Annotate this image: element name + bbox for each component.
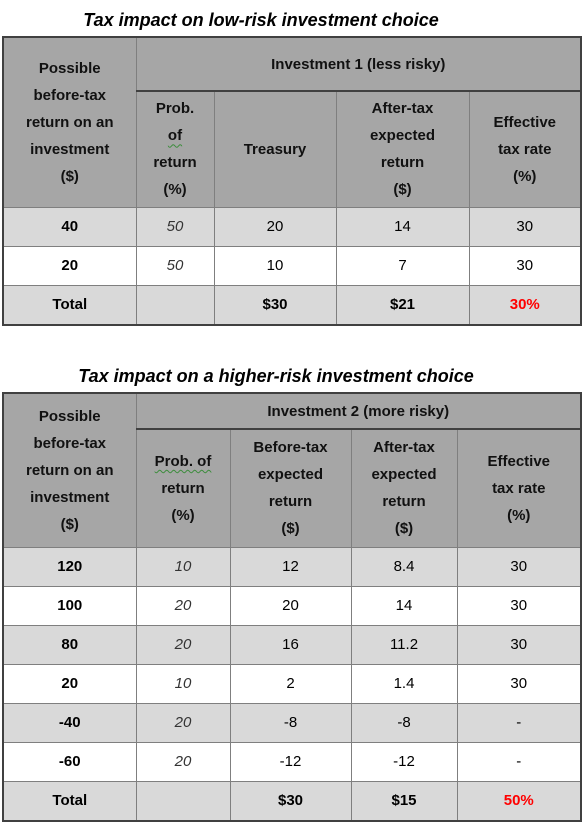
return-cell: 40 xyxy=(2,206,137,247)
return-cell: 80 xyxy=(2,624,137,665)
header-after-tax-return: After-tax expected return ($) xyxy=(350,428,458,548)
header-effective-tax-rate: Effective tax rate (%) xyxy=(468,90,582,208)
after-tax-cell: -8 xyxy=(350,702,458,743)
table-row: 20 50 10 7 30 xyxy=(2,245,582,286)
total-effective-rate: 30% xyxy=(468,284,582,325)
treasury-cell: 10 xyxy=(213,245,337,286)
header-before-tax-expected-return: Before-tax expected return ($) xyxy=(229,428,352,548)
before-tax-cell: 2 xyxy=(229,663,352,704)
total-prob xyxy=(135,284,215,325)
return-cell: 100 xyxy=(2,585,137,626)
before-tax-cell: -12 xyxy=(229,741,352,782)
rate-cell: - xyxy=(456,702,582,743)
header-prob-of-return: Prob. of return (%) xyxy=(135,90,215,208)
prob-cell: 10 xyxy=(135,663,231,704)
header-investment-2: Investment 2 (more risky) xyxy=(135,392,582,430)
table1-title: Tax impact on low-risk investment choice xyxy=(83,10,439,30)
prob-cell: 20 xyxy=(135,741,231,782)
table2-title: Tax impact on a higher-risk investment c… xyxy=(78,366,474,386)
before-tax-cell: 20 xyxy=(229,585,352,626)
table-row: 80 20 16 11.2 30 xyxy=(2,624,582,665)
total-label: Total xyxy=(2,780,137,821)
table-row: -40 20 -8 -8- xyxy=(2,702,582,743)
prob-cell: 50 xyxy=(135,206,215,247)
prob-cell: 20 xyxy=(135,624,231,665)
higher-risk-table: Possible before-tax return on an investm… xyxy=(2,392,582,822)
rate-cell: 30 xyxy=(456,663,582,704)
header-before-tax-return: Possible before-tax return on an investm… xyxy=(2,392,137,548)
header-after-tax-return: After-tax expected return ($) xyxy=(335,90,470,208)
total-label: Total xyxy=(2,284,137,325)
after-tax-cell: 14 xyxy=(350,585,458,626)
return-cell: -40 xyxy=(2,702,137,743)
after-tax-cell: 8.4 xyxy=(350,546,458,587)
low-risk-table: Possible before-tax return on an investm… xyxy=(2,36,582,326)
total-prob xyxy=(135,780,231,821)
table-row: 120 10 12 8.4 30 xyxy=(2,546,582,587)
table-row: 40 50 20 14 30 xyxy=(2,206,582,247)
rate-cell: 30 xyxy=(468,245,582,286)
rate-cell: 30 xyxy=(456,546,582,587)
total-before-tax: $30 xyxy=(229,780,352,821)
after-tax-cell: 1.4 xyxy=(350,663,458,704)
table-row: -60 20 -12 -12- xyxy=(2,741,582,782)
before-tax-cell: -8 xyxy=(229,702,352,743)
after-tax-cell: -12 xyxy=(350,741,458,782)
after-tax-cell: 7 xyxy=(335,245,470,286)
total-row: Total $30 $21 30% xyxy=(2,284,582,325)
prob-cell: 50 xyxy=(135,245,215,286)
total-row: Total $30 $15 50% xyxy=(2,780,582,821)
before-tax-cell: 16 xyxy=(229,624,352,665)
before-tax-cell: 12 xyxy=(229,546,352,587)
header-treasury: Treasury xyxy=(213,90,337,208)
prob-cell: 20 xyxy=(135,585,231,626)
total-after-tax: $15 xyxy=(350,780,458,821)
return-cell: 20 xyxy=(2,663,137,704)
rate-cell: 30 xyxy=(468,206,582,247)
return-cell: 20 xyxy=(2,245,137,286)
header-before-tax-return: Possible before-tax return on an investm… xyxy=(2,36,137,208)
treasury-cell: 20 xyxy=(213,206,337,247)
prob-cell: 10 xyxy=(135,546,231,587)
prob-cell: 20 xyxy=(135,702,231,743)
table-row: 20 10 2 1.4 30 xyxy=(2,663,582,704)
return-cell: -60 xyxy=(2,741,137,782)
rate-cell: 30 xyxy=(456,624,582,665)
after-tax-cell: 14 xyxy=(335,206,470,247)
header-investment-1: Investment 1 (less risky) xyxy=(135,36,582,92)
table-row: 100 20 20 14 30 xyxy=(2,585,582,626)
rate-cell: - xyxy=(456,741,582,782)
return-cell: 120 xyxy=(2,546,137,587)
header-prob-of-return: Prob. of return (%) xyxy=(135,428,231,548)
after-tax-cell: 11.2 xyxy=(350,624,458,665)
header-effective-tax-rate: Effective tax rate (%) xyxy=(456,428,582,548)
total-treasury: $30 xyxy=(213,284,337,325)
total-effective-rate: 50% xyxy=(456,780,582,821)
rate-cell: 30 xyxy=(456,585,582,626)
total-after-tax: $21 xyxy=(335,284,470,325)
